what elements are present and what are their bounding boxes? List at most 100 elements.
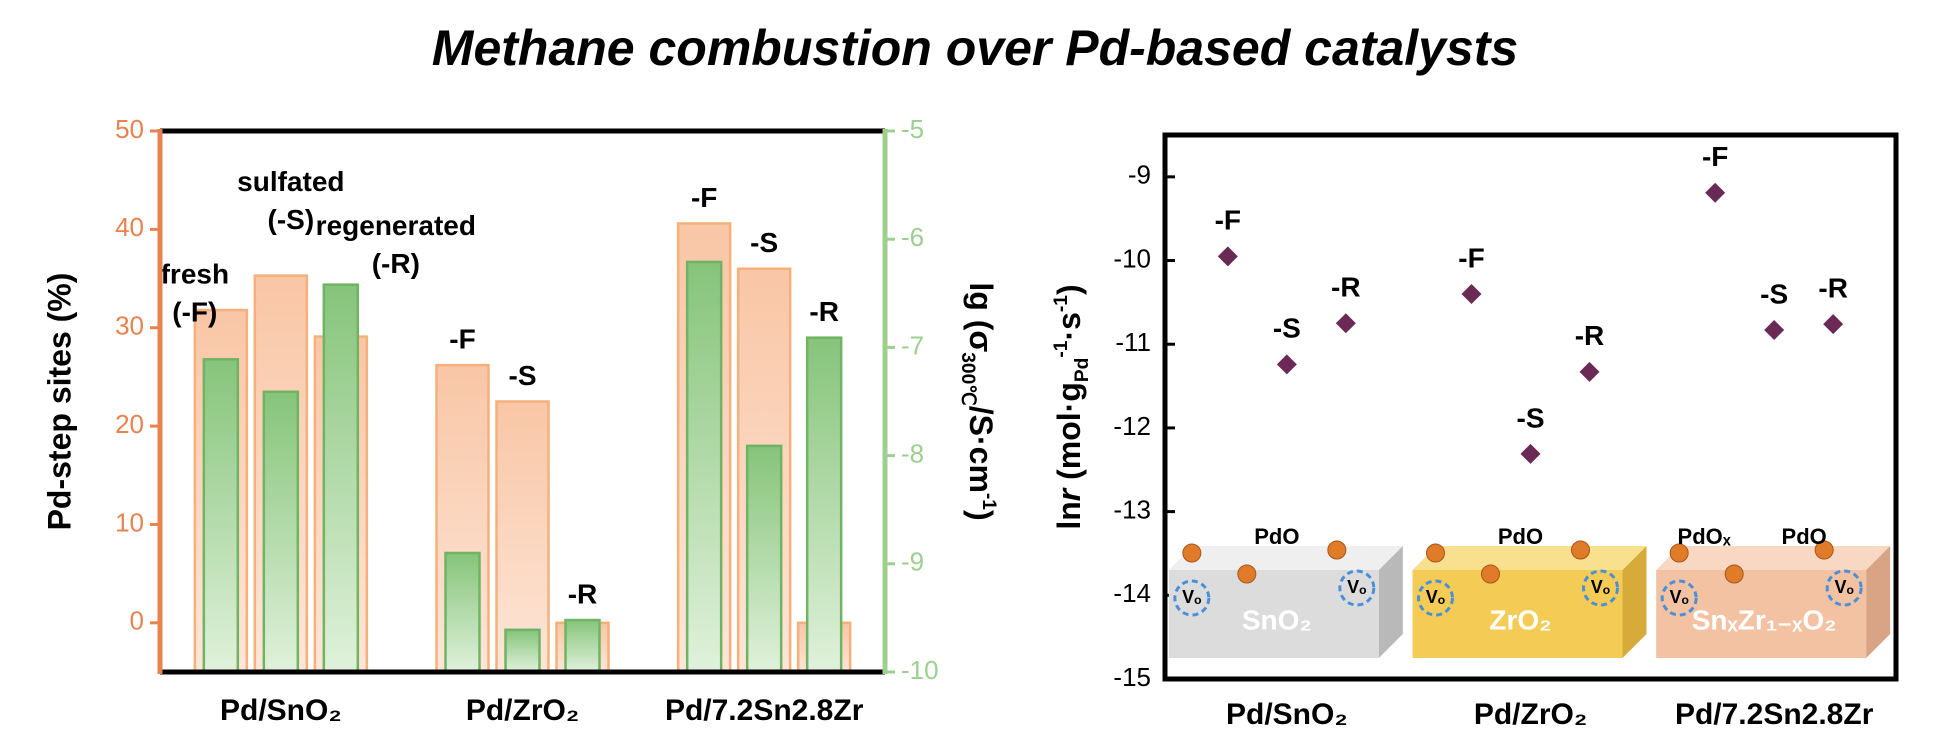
bar-label: -S (509, 360, 537, 391)
point (1579, 361, 1600, 382)
inset-particle-label: PdOₓ (1678, 524, 1732, 549)
y2-tick-label: -10 (901, 655, 939, 685)
label-part: /S·cm (963, 406, 999, 493)
point (1764, 320, 1785, 341)
inset-top (1656, 546, 1891, 570)
x-tick-label: Pd/ZrO₂ (1474, 698, 1587, 731)
bar-label: -F (449, 323, 475, 354)
point-label: -R (1575, 320, 1605, 351)
inset-top (1168, 546, 1403, 570)
bar-label: sulfated (237, 166, 344, 197)
point (1276, 354, 1297, 375)
vacancy-ring (1825, 569, 1863, 607)
point (1335, 313, 1356, 334)
inset-substrate: SnₓZr₁₋ₓO₂ (1692, 604, 1837, 635)
label-part: ln (1051, 501, 1087, 529)
pd-particle (1669, 543, 1689, 563)
y-tick-label: 20 (115, 409, 144, 439)
vacancy-ring (1660, 579, 1698, 617)
x-tick-label: Pd/7.2Sn2.8Zr (1675, 698, 1874, 731)
y-tick-label: -9 (1128, 160, 1151, 190)
vacancy-label: Vₒ (1347, 577, 1366, 597)
label-part: -1 (978, 493, 999, 510)
x-tick-label: Pd/SnO₂ (220, 694, 342, 727)
pd-particle (1724, 564, 1744, 584)
bar (745, 444, 783, 674)
pd-particle (1327, 540, 1347, 560)
label-part: ) (1051, 284, 1087, 295)
bar-label: -R (568, 578, 598, 609)
pd-particle (1481, 564, 1500, 584)
bar (685, 260, 723, 674)
point-label: -R (1818, 273, 1848, 304)
inset-side (1622, 546, 1647, 658)
y2-tick-label: -5 (901, 114, 924, 144)
point-label: -F (1702, 141, 1728, 172)
y-tick-label: -14 (1113, 578, 1151, 608)
vacancy-label: Vₒ (1591, 577, 1610, 597)
inset-side (1866, 546, 1891, 658)
y-axis-label: Pd-step sites (%) (41, 273, 77, 531)
label-part: ) (963, 510, 999, 521)
inset-particle-label: PdO (1782, 524, 1827, 549)
bar-label: (-R) (372, 248, 420, 279)
bar (322, 283, 360, 674)
y-tick-label: -10 (1113, 243, 1151, 273)
vacancy-label: Vₒ (1669, 587, 1688, 607)
vacancy-label: Vₒ (1182, 587, 1201, 607)
pd-particle (1814, 540, 1834, 560)
point (1461, 284, 1482, 305)
y-tick-label: 50 (115, 114, 144, 144)
y2-tick-label: -8 (901, 438, 924, 468)
label-part: lg (σ (963, 282, 999, 352)
label-part: r (1051, 487, 1087, 501)
label-part: -1 (1051, 340, 1072, 357)
y-tick-label: -12 (1113, 411, 1151, 441)
point-label: -S (1517, 402, 1545, 433)
vacancy-ring (1338, 569, 1376, 607)
point (1217, 246, 1238, 267)
figure-title: Methane combustion over Pd-based catalys… (432, 20, 1518, 76)
inset-particle-label: PdO (1498, 524, 1543, 549)
y-tick-label: -15 (1113, 662, 1151, 692)
y2-tick-label: -9 (901, 547, 924, 577)
vacancy-ring (1173, 579, 1211, 617)
inset-particle-label: PdO (1254, 524, 1299, 549)
bar (444, 551, 481, 674)
y-tick-label: -13 (1113, 494, 1151, 524)
point (1823, 314, 1844, 335)
label-part: (mol·g (1051, 382, 1087, 489)
pd-particle (1571, 540, 1590, 560)
bar (504, 628, 541, 674)
y2-tick-label: -7 (901, 330, 924, 360)
pd-particle (1182, 543, 1202, 563)
bar-label: (-F) (172, 296, 217, 327)
inset-side (1378, 546, 1403, 658)
y-tick-label: 0 (130, 606, 144, 636)
plot-frame (1162, 132, 1899, 682)
bar-label: (-S) (268, 204, 315, 235)
vacancy-label: Vₒ (1426, 587, 1445, 607)
point (1705, 182, 1726, 203)
vacancy-ring (1417, 579, 1454, 617)
point-label: -S (1273, 313, 1301, 344)
vacancy-ring (1582, 569, 1619, 607)
bar-label: -R (809, 296, 839, 327)
x-tick-label: Pd/ZrO₂ (466, 694, 579, 727)
bar (202, 358, 240, 674)
y-tick-label: -11 (1115, 327, 1151, 357)
y2-tick-label: -6 (901, 222, 924, 252)
y-tick-label: 40 (115, 212, 144, 242)
point-label: -F (1215, 205, 1241, 236)
x-tick-label: Pd/SnO₂ (1226, 698, 1348, 731)
y-tick-label: 10 (115, 507, 144, 537)
label-part: 300℃ (957, 352, 978, 406)
pd-particle (1426, 543, 1445, 563)
bar (805, 336, 843, 674)
bar (564, 618, 601, 674)
pd-particle (1237, 564, 1257, 584)
label-part: Pd (1072, 358, 1093, 383)
point-label: -S (1760, 278, 1788, 309)
x-tick-label: Pd/7.2Sn2.8Zr (665, 694, 864, 727)
